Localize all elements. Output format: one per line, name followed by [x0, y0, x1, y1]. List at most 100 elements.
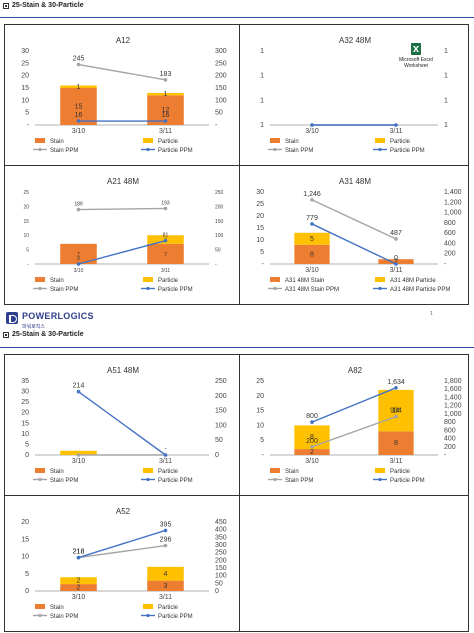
y2-tick-label: 200 [444, 251, 456, 258]
point-label: 779 [306, 215, 318, 222]
bar-particle [60, 450, 97, 455]
legend-marker [38, 286, 42, 291]
x-tick-label: 3/11 [389, 458, 402, 465]
point-label: 934 [390, 408, 402, 415]
y-tick-label: 25 [256, 201, 264, 208]
y2-tick-label: 600 [444, 230, 456, 237]
y2-tick-label: - [215, 122, 218, 129]
x-tick-label: 3/10 [72, 128, 86, 135]
y2-tick-label: 350 [215, 534, 227, 541]
chart-title: A31 48M [339, 177, 371, 186]
legend-marker [146, 477, 150, 482]
y2-tick-label: 1,200 [444, 199, 462, 206]
y2-tick-label: 1,600 [444, 386, 462, 393]
y2-tick-label: 250 [215, 60, 227, 67]
legend-label: A31 48M Stain [285, 278, 324, 284]
y2-tick-label: 1 [444, 48, 448, 55]
legend-marker [273, 147, 277, 152]
chart-title: A51 48M [107, 366, 139, 375]
legend-label: Stain PPM [50, 614, 78, 620]
point-label: 0 [77, 256, 80, 262]
bar-a31-48m-stain [294, 244, 330, 264]
y-tick-label: 25 [256, 378, 264, 385]
point-label: 218 [73, 549, 85, 556]
y2-tick-label: 400 [444, 240, 456, 247]
point-label: 487 [390, 230, 402, 237]
line-point [163, 206, 168, 211]
y2-tick-label: 450 [215, 519, 227, 526]
legend-marker [378, 477, 382, 482]
excel-icon [411, 43, 421, 55]
line-point [76, 555, 81, 560]
chart-a82: A82-510152025-2004006008001,0001,2001,40… [256, 366, 462, 484]
chart-title: A52 [116, 507, 131, 516]
y2-tick-label: 150 [215, 85, 227, 92]
y-tick-label: 20 [256, 393, 264, 400]
y-tick-label: - [27, 122, 30, 129]
line-point [163, 238, 168, 243]
y-tick-label: 35 [21, 378, 29, 385]
legend-swatch [270, 138, 280, 143]
point-label: - [164, 446, 167, 453]
y-tick-label: 10 [21, 431, 29, 438]
y-tick-label: 10 [256, 422, 264, 429]
y-tick-label: 30 [256, 189, 264, 196]
line-point [163, 453, 168, 457]
legend-marker [146, 613, 150, 618]
y2-tick-label: 1 [444, 97, 448, 104]
point-label: 296 [160, 537, 172, 544]
bar-particle [147, 566, 184, 581]
x-tick-label: 3/10 [72, 594, 86, 601]
legend-marker [273, 477, 277, 482]
checkbox-icon [3, 3, 9, 9]
legend-swatch [35, 277, 45, 282]
line-point [310, 420, 314, 424]
line-stain-ppm [78, 544, 166, 559]
bar-stain [60, 243, 97, 264]
bar-label: 8 [310, 434, 314, 441]
line-point [310, 444, 314, 449]
y2-tick-label: 1,200 [444, 403, 462, 410]
line-point [394, 262, 398, 266]
line-stain-ppm [78, 207, 166, 211]
line-particle-ppm [78, 529, 166, 559]
y-tick-label: 10 [23, 233, 29, 239]
chart-panel-a31: A31 48M -5 10 15 20 25 30-200 400 600 800 1,000 1,2… [239, 165, 469, 305]
header-rule-2 [0, 347, 474, 348]
y-tick-label: 25 [21, 399, 29, 406]
y-tick-label: 20 [23, 204, 29, 210]
y-tick-label: 5 [25, 441, 29, 448]
chart-panel-a12: A12-5 10 15 20 25 30-50 100 150 200 250 300 3/10 15 1… [4, 24, 240, 166]
bar-stain [147, 580, 184, 591]
y2-tick-label: 200 [215, 393, 227, 400]
chart-a51: A51 48M 0 5 10 15 20 25 30 35 0 50 100 150 200 250 3/10… [21, 366, 227, 484]
legend-swatch [375, 138, 385, 143]
chart-a31: A31 48M-51015202530-2004006008001,0001,2… [256, 177, 462, 293]
point-label: 1,246 [303, 191, 321, 198]
legend-swatch [270, 277, 280, 282]
y2-tick-label: 800 [444, 220, 456, 227]
bar-label: 1 [164, 91, 168, 98]
y2-tick-label: 250 [215, 378, 227, 385]
y2-tick-label: 200 [215, 204, 224, 210]
y-tick-label: 0 [25, 452, 29, 459]
legend-label: Stain PPM [50, 478, 78, 484]
legend-label: Stain [285, 469, 299, 475]
line-point [394, 386, 398, 390]
legend-label: Particle PPM [390, 148, 425, 154]
excel-worksheet-object[interactable]: Microsoft Excel Worksheet [392, 43, 440, 75]
line-point [394, 237, 398, 241]
y2-tick-label: 400 [444, 436, 456, 443]
legend-marker [38, 477, 42, 482]
bar-label: 12 [162, 107, 170, 114]
chart-title: A12 [116, 36, 131, 45]
bar-label: 3 [164, 583, 168, 590]
legend-swatch [143, 277, 153, 282]
chart-a52: A52051015200501001502002503003504004503/… [21, 507, 227, 620]
y2-tick-label: - [444, 261, 447, 268]
y2-tick-label: 0 [215, 588, 219, 595]
y-tick-label: 10 [21, 554, 29, 561]
legend-label: Particle PPM [158, 148, 193, 154]
y2-tick-label: 50 [215, 110, 223, 117]
point-label: 183 [160, 71, 172, 78]
